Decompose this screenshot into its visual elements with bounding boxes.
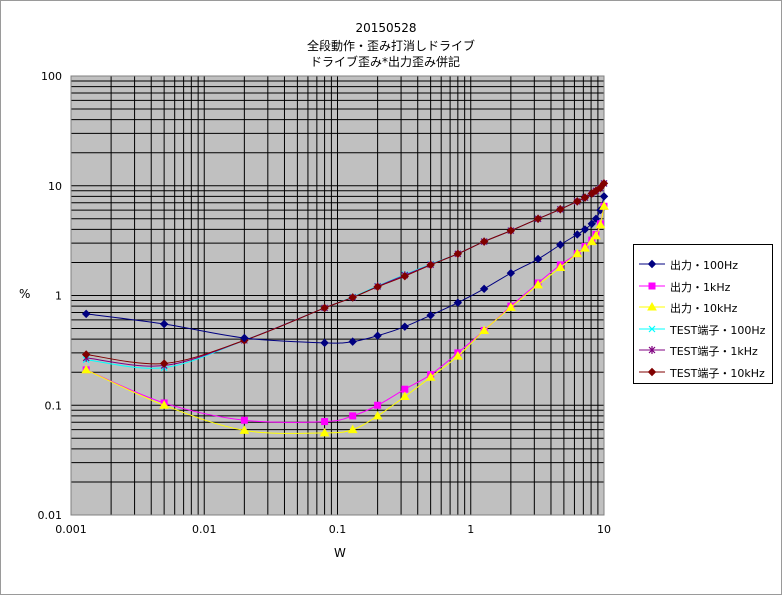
- y-tick-label: 1: [55, 290, 62, 303]
- data-point-series-1: [240, 416, 248, 424]
- legend: 出力・100Hz 出力・1kHz 出力・10kHz TEST端子・100Hz TEST端…: [633, 244, 773, 384]
- data-point-series-2: [533, 279, 543, 289]
- y-tick-label: 100: [41, 70, 62, 83]
- data-point-series-2: [506, 302, 516, 311]
- data-point-series-2: [425, 372, 436, 381]
- data-point-series-2: [595, 219, 606, 229]
- data-point-series-0: [599, 192, 609, 201]
- legend-item: TEST端子・10kHz: [634, 362, 772, 382]
- legend-label: TEST端子・1kHz: [670, 345, 758, 358]
- legend-marker: [647, 301, 657, 311]
- data-point-series-2: [599, 201, 609, 210]
- legend-label: 出力・100Hz: [670, 259, 739, 272]
- data-point-series-0: [479, 284, 489, 294]
- legend-label: TEST端子・100Hz: [670, 323, 766, 337]
- legend-item: 出力・100Hz: [634, 254, 772, 274]
- data-point-series-0: [556, 240, 565, 249]
- data-point-series-0: [240, 333, 249, 343]
- data-point-series-2: [239, 425, 250, 434]
- legend-symbol: [639, 259, 665, 269]
- x-tick-label: 0.01: [192, 523, 217, 536]
- data-point-series-0: [81, 309, 91, 319]
- data-point-series-1: [374, 401, 382, 409]
- legend-label: TEST端子・10kHz: [670, 366, 765, 380]
- data-point-series-0: [426, 311, 435, 320]
- chart-title-line-3: ドライブ歪み*出力歪み併記: [309, 55, 460, 69]
- data-point-series-5: [596, 183, 605, 192]
- legend-item: 出力・1kHz: [634, 276, 772, 296]
- data-point-series-5: [580, 193, 590, 202]
- data-point-series-2: [81, 364, 92, 374]
- legend-symbol: [639, 367, 665, 376]
- data-point-series-5: [159, 359, 169, 368]
- legend-marker: [648, 325, 656, 332]
- data-point-series-0: [580, 225, 590, 234]
- legend-marker: [647, 367, 657, 376]
- x-tick-label: 0.001: [55, 523, 87, 536]
- data-point-series-0: [159, 319, 169, 329]
- data-point-series-5: [479, 237, 489, 246]
- legend-marker: [647, 259, 657, 269]
- data-point-series-0: [348, 337, 357, 346]
- data-point-series-5: [506, 226, 516, 235]
- legend-item: TEST端子・1kHz: [634, 340, 772, 360]
- data-point-series-5: [533, 214, 543, 223]
- legend-symbol: [639, 325, 665, 332]
- legend-label: 出力・10kHz: [670, 302, 738, 315]
- legend-symbol: [639, 282, 665, 289]
- y-axis-label: %: [19, 287, 31, 301]
- legend-item: TEST端子・100Hz: [634, 319, 772, 339]
- legend-symbol: [639, 346, 665, 354]
- data-point-series-1: [349, 412, 357, 420]
- plot-border: [70, 75, 605, 516]
- data-point-series-2: [372, 410, 383, 420]
- data-point-series-5: [556, 205, 565, 214]
- data-point-series-2: [347, 424, 358, 434]
- legend-marker: [648, 346, 656, 354]
- y-tick-label: 10: [48, 180, 62, 193]
- data-point-series-2: [586, 236, 597, 246]
- data-point-series-0: [320, 338, 329, 348]
- data-point-series-0: [373, 331, 382, 340]
- data-point-series-2: [479, 325, 489, 334]
- data-point-series-1: [401, 385, 409, 393]
- data-point-series-2: [555, 262, 566, 271]
- data-point-series-0: [587, 219, 597, 229]
- data-point-series-2: [452, 351, 463, 360]
- data-point-series-5: [400, 271, 410, 281]
- data-point-series-5: [320, 303, 329, 313]
- x-axis-label: W: [334, 546, 346, 560]
- legend-symbol: [639, 301, 665, 311]
- data-point-series-2: [572, 248, 583, 258]
- data-point-series-2: [159, 400, 169, 409]
- chart-title-line-1: 20150528: [355, 21, 417, 35]
- chart-title-line-2: 全段動作・歪み打消しドライブ: [306, 39, 475, 53]
- data-point-series-2: [591, 230, 601, 240]
- legend-item: 出力・10kHz: [634, 297, 772, 317]
- data-point-series-1: [321, 418, 329, 426]
- data-point-series-2: [319, 427, 330, 437]
- data-point-series-5: [373, 282, 382, 292]
- x-tick-label: 10: [597, 523, 611, 536]
- data-point-series-5: [453, 249, 463, 258]
- x-tick-label: 1: [467, 523, 474, 536]
- data-point-series-0: [400, 322, 410, 331]
- legend-label: 出力・1kHz: [670, 280, 731, 294]
- y-tick-label: 0.1: [45, 399, 63, 412]
- data-point-series-5: [426, 260, 435, 270]
- data-point-series-5: [599, 179, 609, 188]
- data-point-series-2: [399, 391, 410, 401]
- data-point-series-0: [573, 230, 582, 239]
- data-point-series-0: [453, 298, 463, 307]
- data-point-series-2: [580, 243, 590, 252]
- data-point-series-5: [573, 197, 582, 206]
- data-point-series-0: [533, 254, 543, 264]
- legend-marker: [648, 282, 656, 289]
- x-tick-label: 0.1: [329, 523, 347, 536]
- y-tick-label: 0.01: [38, 509, 63, 522]
- data-point-series-5: [348, 293, 357, 302]
- data-point-series-5: [81, 350, 91, 359]
- data-point-series-0: [506, 268, 516, 278]
